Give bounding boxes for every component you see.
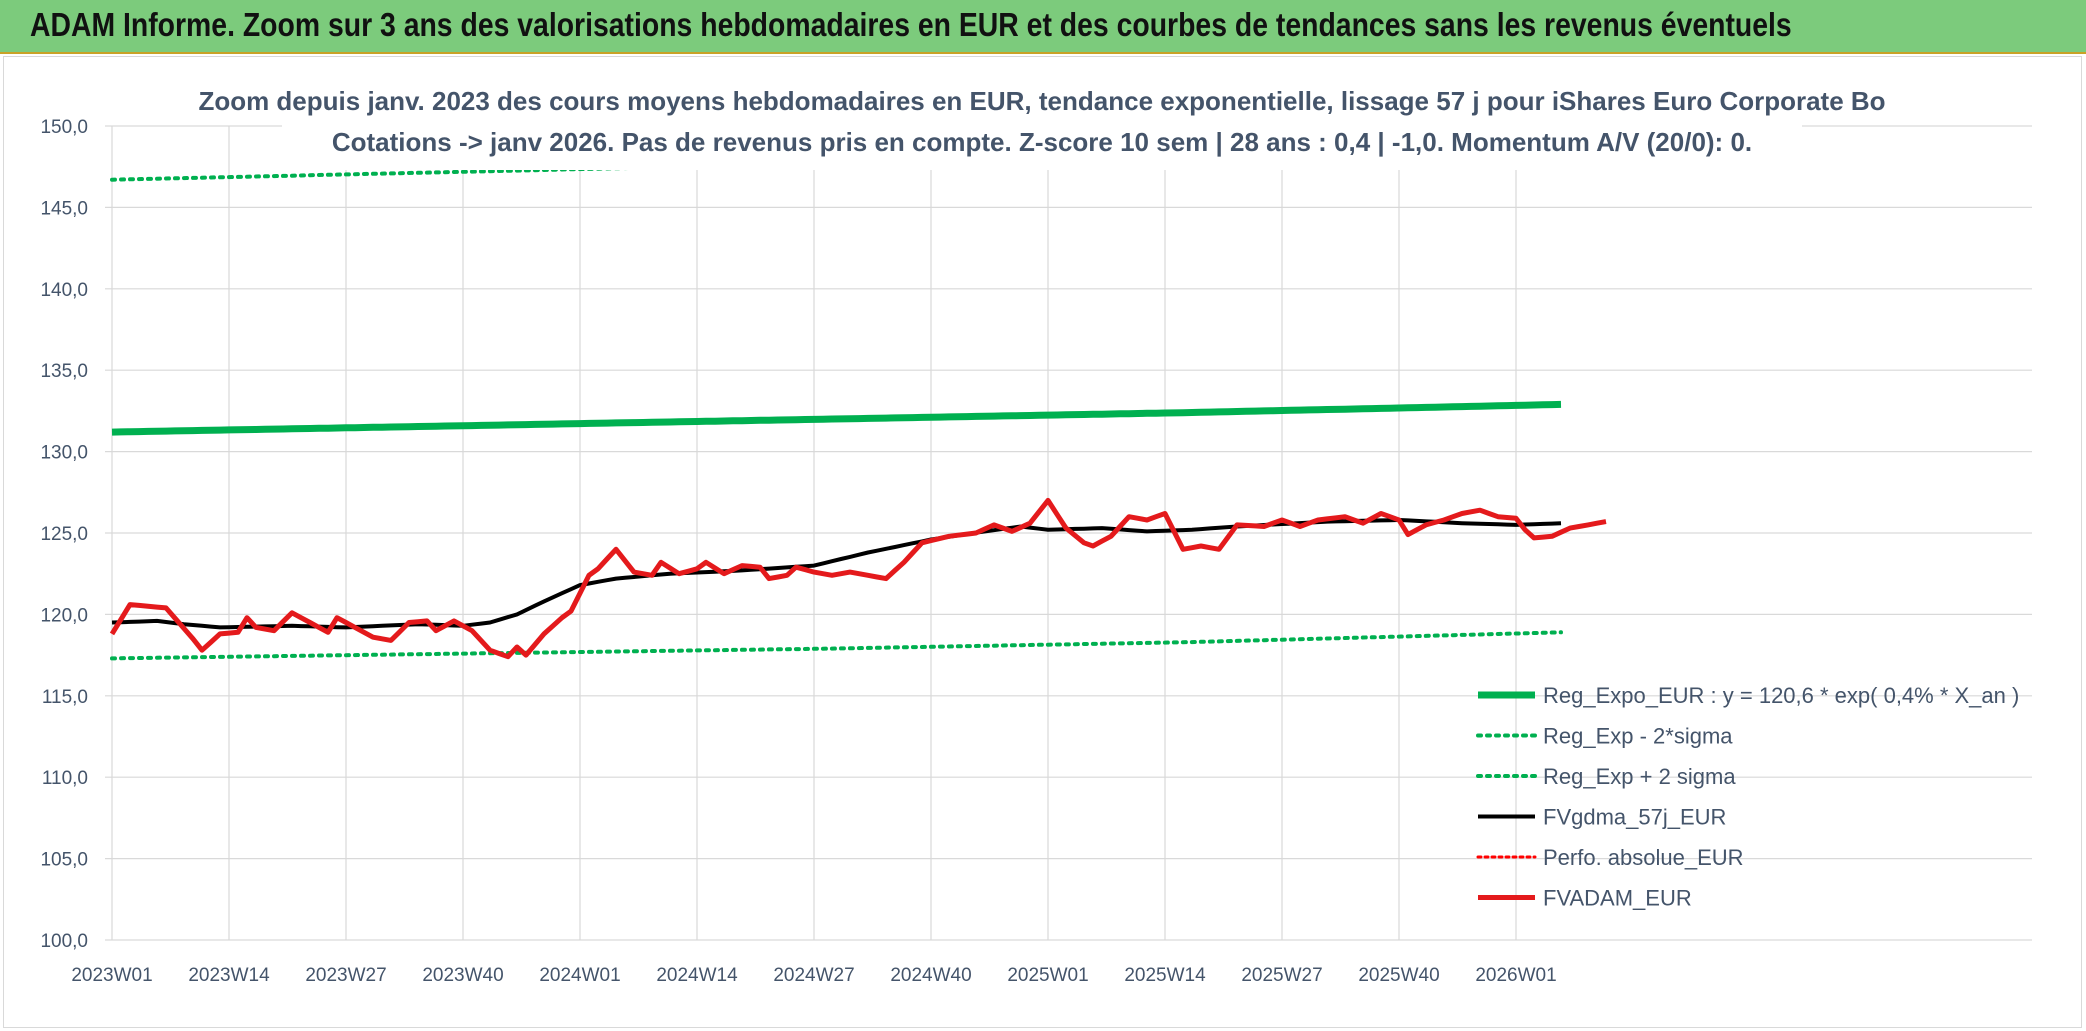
x-axis-ticks: 2023W01 2023W14 2023W27 2023W40 2024W01 2024W…	[71, 965, 1556, 986]
chart-subtitle: Cotations -> janv 2026. Pas de revenus p…	[332, 127, 1752, 157]
series-fvadam	[109, 497, 1607, 660]
x-tick-label: 2025W40	[1358, 965, 1439, 986]
x-tick-label: 2024W27	[773, 965, 854, 986]
x-tick-label: 2026W01	[1475, 965, 1556, 986]
title-backdrop	[282, 80, 1802, 170]
chart-title: Zoom depuis janv. 2023 des cours moyens …	[198, 86, 1885, 116]
series-lines	[109, 146, 1607, 661]
y-tick-label: 140,0	[40, 280, 88, 301]
x-tick-label: 2023W40	[422, 965, 503, 986]
y-tick-label: 150,0	[40, 117, 88, 138]
legend-entry: Reg_Exp + 2 sigma	[1543, 764, 1736, 789]
y-tick-label: 130,0	[40, 443, 88, 464]
legend-entry: Reg_Exp - 2*sigma	[1543, 724, 1733, 749]
legend-entry: FVgdma_57j_EUR	[1543, 805, 1726, 830]
chart-frame	[3, 56, 2082, 1028]
legend-entry: Reg_Expo_EUR : y = 120,6 * exp( 0,4% * X…	[1543, 683, 2019, 708]
y-tick-label: 100,0	[40, 931, 88, 952]
report-title: ADAM Informe. Zoom sur 3 ans des valoris…	[30, 6, 1792, 43]
x-tick-label: 2023W01	[71, 965, 152, 986]
title-banner: ADAM Informe. Zoom sur 3 ans des valoris…	[0, 0, 2086, 54]
series-reg-expo	[111, 400, 1562, 436]
x-tick-label: 2025W27	[1241, 965, 1322, 986]
y-tick-label: 105,0	[40, 850, 88, 871]
x-tick-label: 2024W01	[539, 965, 620, 986]
x-tick-label: 2025W14	[1124, 965, 1206, 986]
x-tick-label: 2024W14	[656, 965, 738, 986]
legend: Reg_Expo_EUR : y = 120,6 * exp( 0,4% * X…	[1476, 683, 2019, 911]
legend-entry: Perfo. absolue_EUR	[1543, 845, 1744, 870]
x-tick-label: 2023W14	[188, 965, 270, 986]
gridlines	[105, 125, 2032, 941]
x-tick-label: 2025W01	[1007, 965, 1088, 986]
y-tick-label: 120,0	[40, 605, 88, 626]
y-tick-label: 135,0	[40, 361, 88, 382]
chart-title-block: Zoom depuis janv. 2023 des cours moyens …	[198, 80, 1886, 170]
y-tick-label: 125,0	[40, 524, 88, 545]
y-axis-ticks: 100,0 105,0 110,0 115,0 120,0 125,0 130,0 135,0…	[40, 117, 88, 952]
x-tick-label: 2024W40	[890, 965, 971, 986]
y-tick-label: 115,0	[42, 687, 88, 708]
y-tick-label: 110,0	[42, 768, 88, 789]
y-tick-label: 145,0	[40, 198, 88, 219]
series-reg-exp-minus-2sigma	[110, 630, 1563, 661]
legend-entry: FVADAM_EUR	[1543, 886, 1692, 911]
x-tick-label: 2023W27	[305, 965, 386, 986]
